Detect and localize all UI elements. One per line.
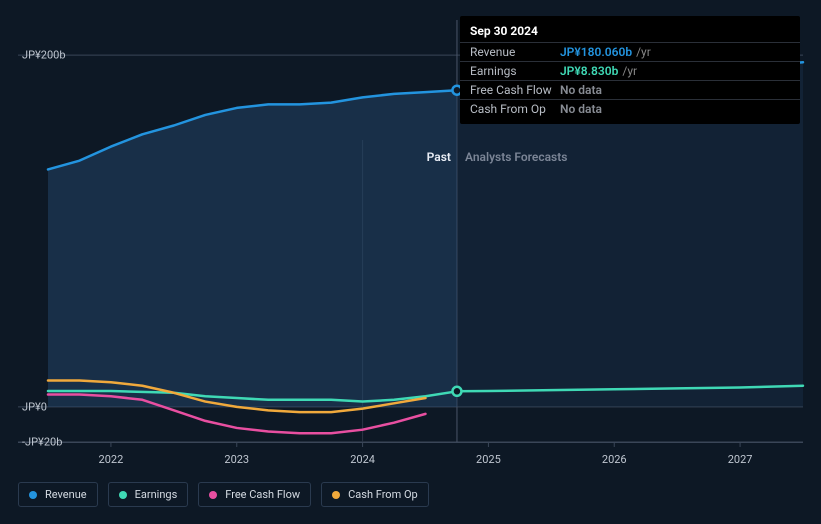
tooltip-date: Sep 30 2024: [460, 22, 800, 42]
tooltip-metric-suffix: /yr: [622, 64, 637, 78]
y-axis-label: JP¥200b: [22, 49, 66, 62]
y-axis-label: -JP¥20b: [22, 436, 62, 449]
tooltip-row: EarningsJP¥8.830b/yr: [460, 61, 800, 80]
legend-dot-icon: [209, 491, 217, 499]
legend-dot-icon: [119, 491, 127, 499]
legend-label: Revenue: [45, 488, 87, 501]
tooltip-metric-value: No data: [560, 83, 602, 97]
tooltip-metric-label: Earnings: [470, 64, 560, 78]
tooltip-metric-label: Cash From Op: [470, 102, 560, 116]
legend-dot-icon: [332, 491, 340, 499]
tooltip-metric-value: JP¥180.060b: [560, 45, 632, 59]
legend-dot-icon: [29, 491, 37, 499]
financials-chart: JP¥200b JP¥0 -JP¥20b 2022 2023 2024 2025…: [0, 0, 821, 524]
legend-item[interactable]: Free Cash Flow: [198, 482, 311, 507]
tooltip-row: Free Cash FlowNo data: [460, 80, 800, 99]
tooltip-metric-label: Revenue: [470, 45, 560, 59]
tooltip-metric-value: JP¥8.830b: [560, 64, 618, 78]
tooltip-metric-label: Free Cash Flow: [470, 83, 560, 97]
x-axis-label: 2025: [476, 453, 501, 466]
legend-label: Free Cash Flow: [225, 488, 300, 501]
x-axis-label: 2026: [602, 453, 627, 466]
legend-item[interactable]: Earnings: [108, 482, 189, 507]
x-axis-label: 2023: [224, 453, 249, 466]
legend-label: Cash From Op: [348, 488, 418, 501]
tooltip-row: RevenueJP¥180.060b/yr: [460, 42, 800, 61]
legend-item[interactable]: Revenue: [18, 482, 98, 507]
y-axis-label: JP¥0: [22, 400, 47, 413]
past-period-label: Past: [427, 150, 451, 164]
chart-legend: Revenue Earnings Free Cash Flow Cash From O…: [18, 482, 429, 507]
tooltip-metric-suffix: /yr: [636, 45, 651, 59]
x-axis-label: 2022: [99, 453, 124, 466]
legend-label: Earnings: [135, 488, 178, 501]
x-axis-label: 2027: [728, 453, 753, 466]
tooltip-row: Cash From OpNo data: [460, 99, 800, 118]
forecast-period-label: Analysts Forecasts: [465, 150, 567, 164]
tooltip-metric-value: No data: [560, 102, 602, 116]
data-tooltip: Sep 30 2024 RevenueJP¥180.060b/yrEarning…: [460, 16, 800, 124]
legend-item[interactable]: Cash From Op: [321, 482, 429, 507]
x-axis-label: 2024: [350, 453, 375, 466]
